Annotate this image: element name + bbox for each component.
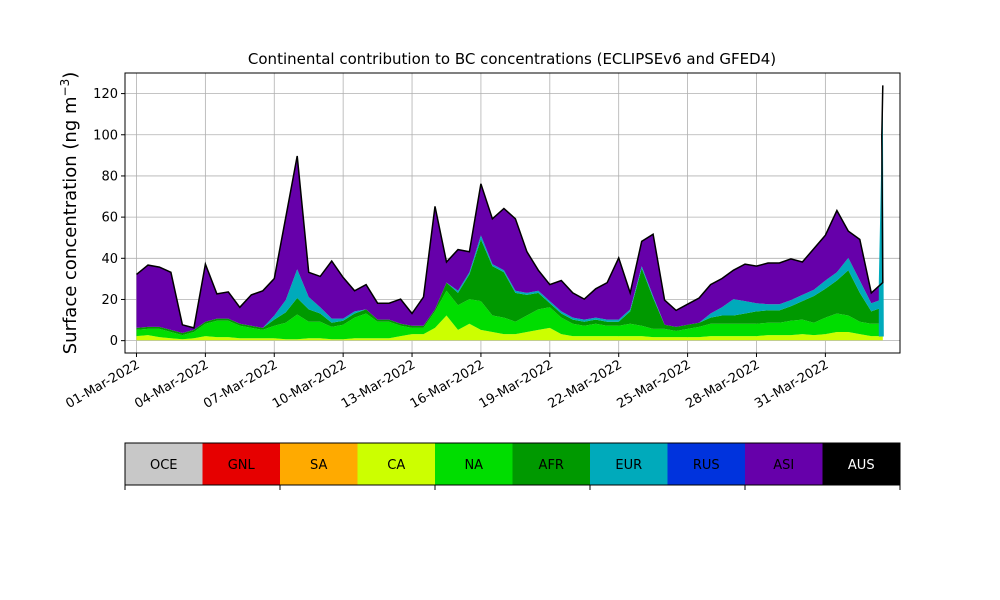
x-tick-label: 31-Mar-2022 (752, 357, 831, 411)
x-tick-label: 22-Mar-2022 (546, 357, 625, 411)
legend-swatch-eur (590, 443, 668, 485)
y-tick-label: 80 (101, 169, 118, 184)
legend-label-na: NA (464, 458, 483, 473)
legend-swatch-rus (667, 443, 745, 485)
legend-swatch-ca (357, 443, 435, 485)
y-axis-label-main: Surface concentration (ng m (60, 96, 81, 354)
legend-frame (124, 442, 901, 486)
legend-swatch-afr (512, 443, 590, 485)
x-tick-label: 04-Mar-2022 (132, 357, 211, 411)
area-ca (136, 315, 883, 341)
stacked-areas (136, 85, 884, 341)
legend-label-asi: ASI (773, 458, 794, 473)
x-tick-label: 16-Mar-2022 (408, 357, 487, 411)
chart-title: Continental contribution to BC concentra… (248, 50, 776, 68)
x-tick-label: 28-Mar-2022 (683, 357, 762, 411)
total-line (136, 85, 884, 329)
x-tick-label: 10-Mar-2022 (270, 357, 349, 411)
y-tick-label: 0 (110, 334, 118, 349)
legend-label-aus: AUS (848, 458, 875, 473)
x-tick-label: 19-Mar-2022 (477, 357, 556, 411)
legend: OCE GNL SA CA NA AFR EUR RUS ASI AUS (124, 442, 901, 490)
legend-swatch-na (435, 443, 513, 485)
x-tick-label: 01-Mar-2022 (63, 357, 142, 411)
legend-label-rus: RUS (693, 458, 720, 473)
legend-label-eur: EUR (615, 458, 642, 473)
y-tick-label: 60 (101, 211, 118, 226)
legend-label-gnl: GNL (228, 458, 256, 473)
x-tick-label: 25-Mar-2022 (614, 357, 693, 411)
area-afr (136, 239, 883, 336)
legend-swatch-oce (125, 443, 203, 485)
y-tick-label: 20 (101, 293, 118, 308)
legend-label-ca: CA (387, 458, 405, 473)
legend-label-afr: AFR (539, 458, 564, 473)
area-asi (136, 156, 883, 333)
y-axis-label-suffix: ) (60, 72, 81, 79)
legend-swatch-aus (822, 443, 900, 485)
y-axis: 0 20 40 60 80 100 120 (93, 87, 125, 349)
legend-swatch-sa (280, 443, 358, 485)
y-tick-label: 40 (101, 252, 118, 267)
y-axis-label: Surface concentration (ng m−3) (58, 72, 81, 355)
plot-area (124, 72, 901, 354)
legend-swatch-gnl (202, 443, 280, 485)
plot-frame (124, 72, 901, 354)
y-tick-label: 120 (93, 87, 118, 102)
legend-label-sa: SA (310, 458, 327, 473)
legend-swatch-asi (745, 443, 823, 485)
legend-label-oce: OCE (150, 458, 178, 473)
y-tick-label: 100 (93, 128, 118, 143)
x-axis: 01-Mar-202204-Mar-202207-Mar-202210-Mar-… (63, 353, 831, 412)
x-tick-label: 07-Mar-2022 (201, 357, 280, 411)
y-axis-label-exponent: −3 (58, 79, 72, 97)
area-na (136, 290, 883, 340)
x-tick-label: 13-Mar-2022 (339, 357, 418, 411)
